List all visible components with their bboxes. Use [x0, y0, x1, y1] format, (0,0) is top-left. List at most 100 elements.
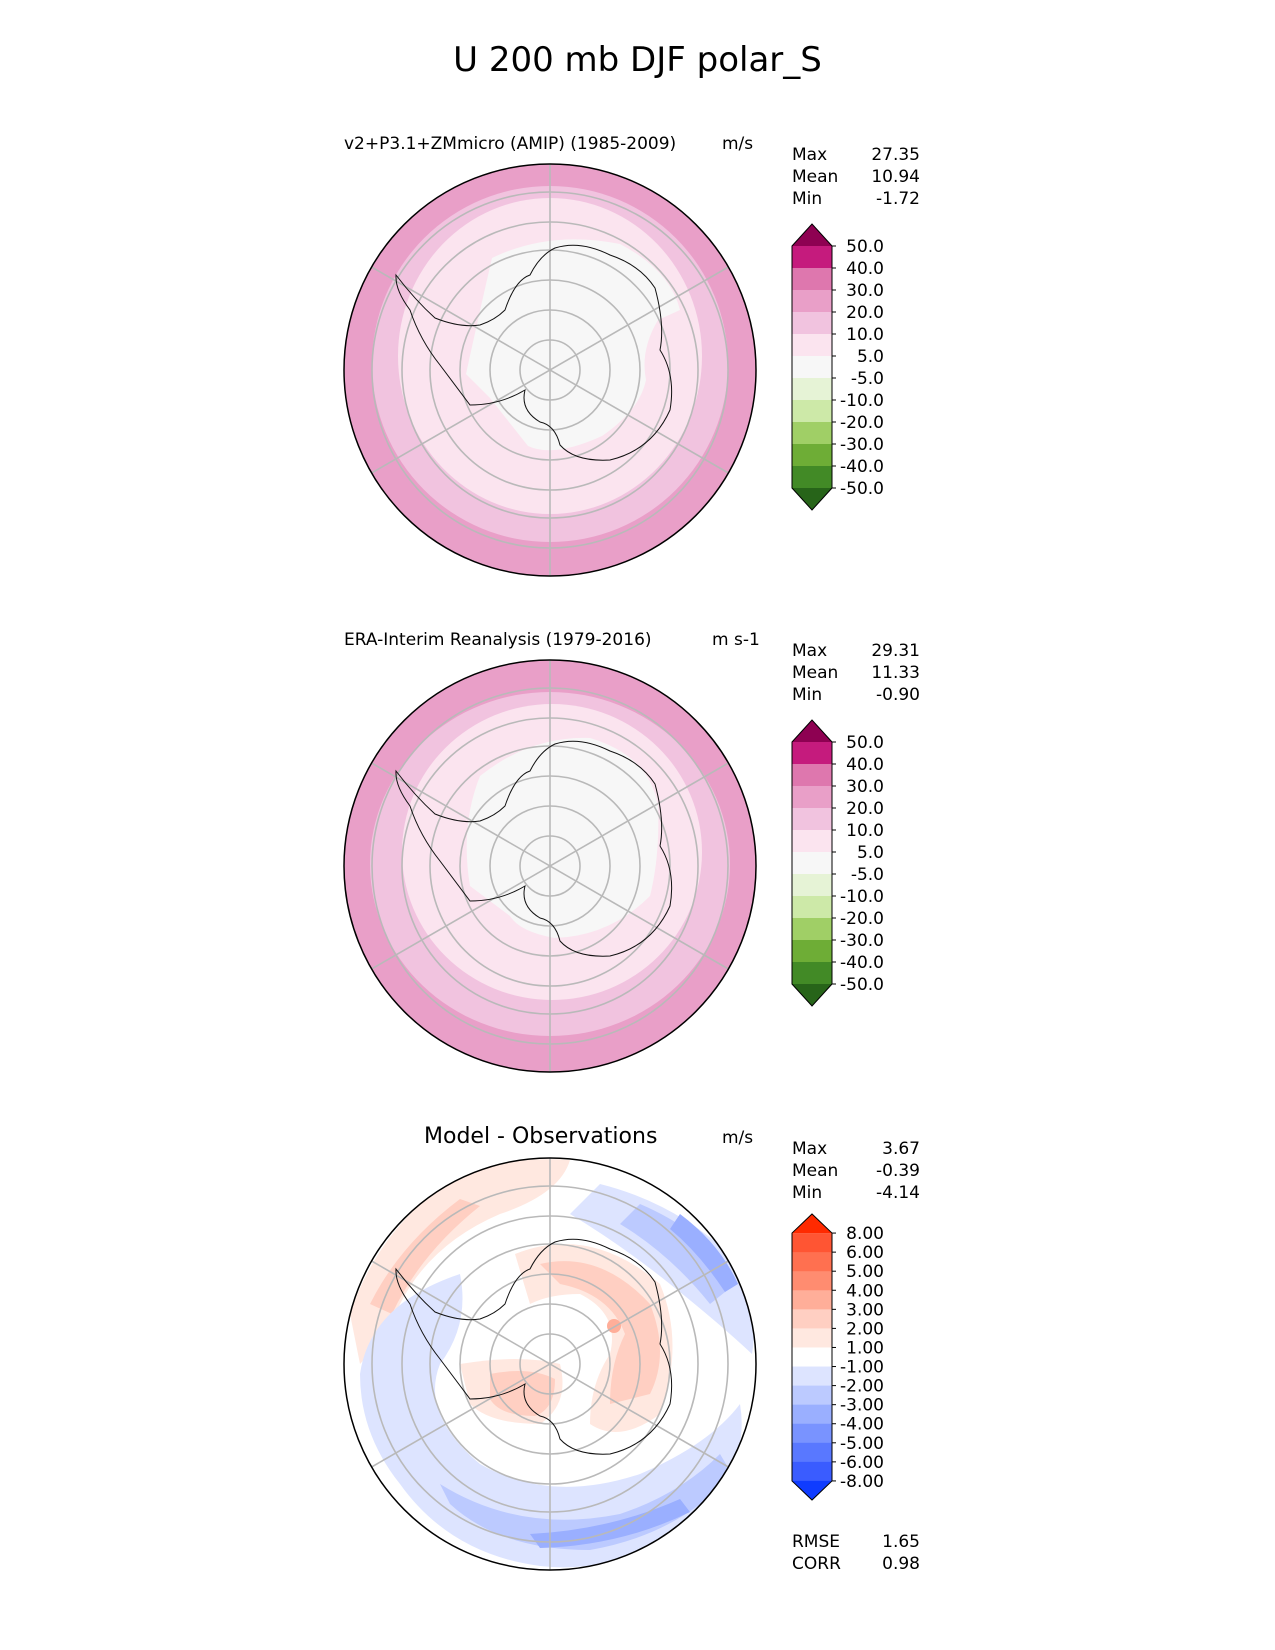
- colorbar-tick-label: -2.00: [840, 1377, 884, 1397]
- colorbar-block: [792, 1271, 832, 1291]
- stat-value: -0.39: [876, 1161, 920, 1181]
- colorbar-block: [792, 422, 832, 445]
- field-negative-ring-core: [440, 1454, 732, 1550]
- colorbar-tick-label: -8.00: [840, 1472, 884, 1492]
- colorbar-block: [792, 852, 832, 875]
- field-negative-ne-max: [670, 1214, 738, 1292]
- colorbar-block: [792, 378, 832, 401]
- stat-label: CORR: [792, 1554, 841, 1574]
- colorbar-block: [792, 1461, 832, 1482]
- panel-2-map-border: [343, 659, 757, 1073]
- colorbar-block: [792, 962, 832, 985]
- colorbar-tick-label: -1.00: [840, 1358, 884, 1378]
- colorbar-block: [792, 808, 832, 831]
- colorbar-tick-label: -20.0: [840, 909, 884, 929]
- colorbar-tick-label: 10.0: [846, 325, 884, 345]
- stat-label: Min: [792, 685, 823, 705]
- stat-value: -1.72: [876, 189, 920, 209]
- panel-3-stats: Max 3.67 Mean -0.39 Min -4.14: [792, 1138, 920, 1204]
- colorbar-block: [792, 742, 832, 765]
- colorbar-extend-max: [792, 1214, 832, 1234]
- stat-value: 1.65: [882, 1532, 920, 1552]
- colorbar-block: [792, 874, 832, 897]
- colorbar-tick-label: 30.0: [846, 777, 884, 797]
- colorbar-tick-label: 3.00: [846, 1300, 884, 1320]
- colorbar-tick-label: -5.00: [840, 1434, 884, 1454]
- colorbar-block: [792, 400, 832, 423]
- colorbar-block: [792, 918, 832, 941]
- panel-2-title: ERA-Interim Reanalysis (1979-2016): [344, 630, 652, 650]
- colorbar-extend-max: [792, 224, 832, 246]
- field-positive-interior-core: [540, 1261, 660, 1404]
- panel-2-units: m s-1: [712, 630, 760, 650]
- panel-3-error-stats: RMSE 1.65 CORR 0.98: [792, 1531, 920, 1575]
- panel-3-units: m/s: [722, 1128, 754, 1148]
- panel-3-title: Model - Observations: [424, 1124, 658, 1149]
- stat-label: Max: [792, 641, 828, 661]
- colorbar-tick-label: -20.0: [840, 413, 884, 433]
- colorbar-block: [792, 1366, 832, 1387]
- colorbar-tick-label: -5.0: [851, 865, 884, 885]
- antarctica-coastline: [395, 740, 673, 957]
- colorbar-tick-label: -30.0: [840, 435, 884, 455]
- colorbar-tick-label: -50.0: [840, 975, 884, 995]
- stat-value: 3.67: [882, 1139, 920, 1159]
- colorbar-tick-label: 8.00: [846, 1224, 884, 1244]
- antarctica-coastline: [395, 244, 673, 461]
- colorbar-tick-label: -5.0: [851, 369, 884, 389]
- colorbar-block: [792, 1442, 832, 1463]
- colorbar-block: [792, 356, 832, 379]
- panel-2-stats: Max 29.31 Mean 11.33 Min -0.90: [792, 640, 920, 706]
- panel-3-map-border: [343, 1157, 757, 1571]
- antarctica-coastline: [395, 1238, 673, 1455]
- stat-value: 27.35: [871, 145, 920, 165]
- colorbar-tick-label: 1.00: [846, 1338, 884, 1358]
- colorbar-block: [792, 1233, 832, 1253]
- stat-label: Min: [792, 1183, 823, 1203]
- stat-label: Mean: [792, 663, 839, 683]
- colorbar-tick-label: 20.0: [846, 303, 884, 323]
- colorbar-tick-label: 40.0: [846, 755, 884, 775]
- colorbar-extend-min: [792, 488, 832, 510]
- colorbar-block: [792, 1347, 832, 1368]
- colorbar-tick-label: -10.0: [840, 391, 884, 411]
- colorbar-tick-label: 2.00: [846, 1319, 884, 1339]
- colorbar-block: [792, 1404, 832, 1425]
- colorbar-block: [792, 1423, 832, 1444]
- colorbar-block: [792, 1290, 832, 1310]
- panel-1-title: v2+P3.1+ZMmicro (AMIP) (1985-2009): [344, 134, 677, 154]
- panel-2-graticule: [371, 660, 729, 1072]
- colorbar-tick-label: -6.00: [840, 1453, 884, 1473]
- colorbar-tick-label: 5.0: [857, 843, 884, 863]
- colorbar-tick-label: -50.0: [840, 479, 884, 499]
- colorbar-tick-label: -40.0: [840, 953, 884, 973]
- panel-3-colorbar: 8.006.005.004.003.002.001.00-1.00-2.00-3…: [791, 1213, 884, 1501]
- colorbar-block: [792, 268, 832, 291]
- colorbar-block: [792, 290, 832, 313]
- colorbar-tick-label: 50.0: [846, 733, 884, 753]
- panel-1-graticule: [371, 164, 729, 576]
- colorbar-block: [792, 940, 832, 963]
- stat-label: Min: [792, 189, 823, 209]
- field-positive-peak: [607, 1319, 621, 1333]
- stat-value: -0.90: [876, 685, 920, 705]
- colorbar-extend-max: [792, 720, 832, 742]
- colorbar-tick-label: -10.0: [840, 887, 884, 907]
- panel-3-graticule: [371, 1158, 729, 1570]
- stat-label: Max: [792, 145, 828, 165]
- panel-1-stats: Max 27.35 Mean 10.94 Min -1.72: [792, 144, 920, 210]
- panel-1-colorbar: 50.040.030.020.010.05.0-5.0-10.0-20.0-30…: [791, 223, 884, 511]
- colorbar-block: [792, 246, 832, 269]
- colorbar-tick-label: 6.00: [846, 1243, 884, 1263]
- field-positive-outer-core: [370, 1199, 480, 1314]
- colorbar-block: [792, 312, 832, 335]
- panel-2-map: [343, 659, 757, 1073]
- panel-3-map: [343, 1157, 757, 1571]
- figure-title: U 200 mb DJF polar_S: [453, 40, 822, 80]
- panel-1-map-border: [343, 163, 757, 577]
- colorbar-tick-label: 5.00: [846, 1262, 884, 1282]
- colorbar-tick-label: 30.0: [846, 281, 884, 301]
- stat-value: 11.33: [871, 663, 920, 683]
- colorbar-tick-label: 10.0: [846, 821, 884, 841]
- colorbar-tick-label: 20.0: [846, 799, 884, 819]
